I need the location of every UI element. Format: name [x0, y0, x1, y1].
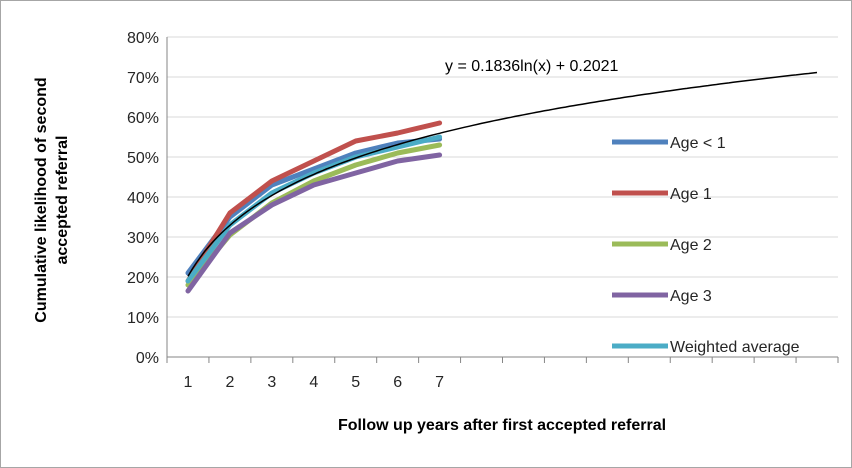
series-lines: [185, 120, 443, 294]
y-tick-label: 60%: [127, 110, 159, 127]
y-axis-title-line: Cumulative likelihood of second: [33, 77, 50, 322]
trendline-group: [187, 71, 818, 277]
x-axis-title: Follow up years after first accepted ref…: [338, 417, 666, 434]
x-tick-label: 4: [309, 374, 318, 391]
y-tick-label: 70%: [127, 70, 159, 87]
legend-label: Age 3: [670, 288, 712, 305]
y-tick-label: 80%: [127, 30, 159, 47]
y-axis-title-line: accepted referral: [54, 136, 71, 265]
y-tick-label: 10%: [127, 310, 159, 327]
gridlines: [167, 36, 838, 318]
legend-label: Weighted average: [670, 339, 800, 356]
series-line-2: [185, 142, 443, 288]
trendline: [187, 71, 818, 277]
legend-label: Age < 1: [670, 135, 726, 152]
x-tick-label: 6: [393, 374, 402, 391]
series-line-3: [185, 152, 443, 294]
trendline-equation: y = 0.1836ln(x) + 0.2021: [445, 58, 619, 75]
y-tick-label: 50%: [127, 150, 159, 167]
x-tick-label: 1: [184, 374, 193, 391]
series-line-1: [185, 120, 443, 284]
legend-label: Age 1: [670, 186, 712, 203]
y-tick-label: 20%: [127, 270, 159, 287]
axes: 0% 10% 20% 30% 40% 50% 60% 70% 80% 1 2 3 4 5 6 7: [127, 30, 839, 391]
y-tick-label: 40%: [127, 190, 159, 207]
y-tick-label: 0%: [136, 350, 159, 367]
x-tick-label: 7: [435, 374, 444, 391]
x-tick-label: 2: [225, 374, 234, 391]
y-axis-title: Cumulative likelihood of second accepted …: [33, 77, 71, 322]
x-tick-label: 5: [351, 374, 360, 391]
y-tick-label: 30%: [127, 230, 159, 247]
legend: Age < 1 Age 1 Age 2 Age 3 Weighted average: [612, 135, 800, 356]
x-tick-label: 3: [267, 374, 276, 391]
legend-label: Age 2: [670, 237, 712, 254]
